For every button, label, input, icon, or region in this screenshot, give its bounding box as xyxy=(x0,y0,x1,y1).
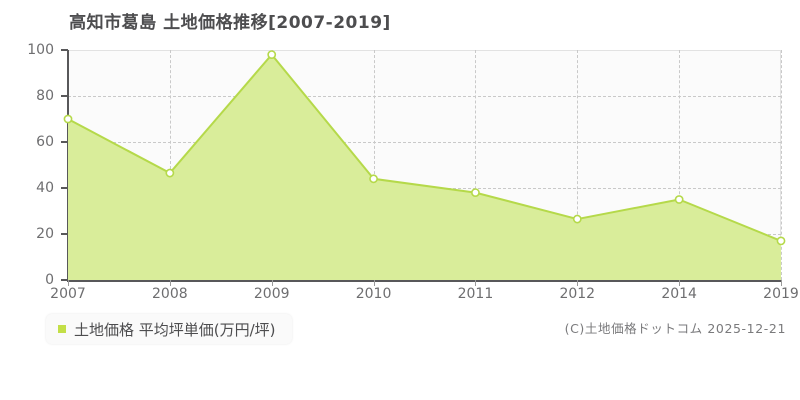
data-point-marker xyxy=(776,236,786,246)
gridline-horizontal xyxy=(68,96,781,97)
series-area-fill xyxy=(68,54,781,280)
y-axis-tick xyxy=(61,95,68,97)
gridline-vertical xyxy=(373,50,375,280)
x-axis-tick-label: 2008 xyxy=(152,286,188,302)
data-point-marker xyxy=(165,168,175,178)
y-axis-tick-label: 0 xyxy=(45,272,54,288)
x-axis-tick xyxy=(475,280,477,286)
x-axis-tick-label: 2009 xyxy=(253,286,290,302)
x-axis-tick xyxy=(577,280,579,286)
gridline-vertical xyxy=(169,50,171,280)
x-axis-tick-label: 2011 xyxy=(457,286,494,302)
x-axis-tick-label: 2019 xyxy=(763,286,799,302)
x-axis-tick xyxy=(68,280,69,286)
data-point-marker xyxy=(572,214,582,224)
y-axis-tick xyxy=(61,187,68,189)
series-area-plot xyxy=(63,50,786,280)
x-axis-tick-label: 2012 xyxy=(559,286,596,302)
data-point-marker xyxy=(267,50,277,59)
gridline-vertical xyxy=(577,50,579,280)
x-axis-tick xyxy=(679,280,681,286)
y-axis-tick xyxy=(61,49,68,51)
series-line xyxy=(67,53,782,242)
y-axis-tick xyxy=(61,141,68,143)
data-point-marker xyxy=(471,188,480,197)
data-point-marker xyxy=(369,174,378,184)
x-axis-tick xyxy=(169,280,171,286)
y-axis-tick-label: 60 xyxy=(36,134,54,150)
legend[interactable]: 土地価格 平均坪単価(万円/坪) xyxy=(46,314,292,344)
legend-label: 土地価格 平均坪単価(万円/坪) xyxy=(74,320,276,339)
series-markers xyxy=(63,50,786,246)
data-point-marker xyxy=(674,195,684,204)
legend-swatch-icon xyxy=(58,325,66,333)
x-axis-line xyxy=(67,280,782,282)
gridline-vertical xyxy=(475,50,477,280)
gridline-horizontal xyxy=(68,142,781,143)
footer-credit: (C)土地価格ドットコム 2025-12-21 xyxy=(564,321,786,336)
y-axis-tick xyxy=(61,233,68,235)
y-axis-tick-label: 40 xyxy=(36,180,54,196)
x-axis-tick-label: 2014 xyxy=(661,286,697,302)
gridline-vertical xyxy=(781,50,782,280)
y-axis-tick-label: 80 xyxy=(36,88,54,104)
x-axis-tick xyxy=(781,280,782,286)
y-axis-tick-label: 100 xyxy=(27,42,54,58)
data-point-marker xyxy=(63,114,73,124)
chart-title: 高知市葛島 土地価格推移[2007-2019] xyxy=(69,13,391,33)
x-axis-tick-label: 2007 xyxy=(50,286,86,302)
y-axis-tick xyxy=(61,279,68,281)
y-axis-tick-label: 20 xyxy=(36,226,54,242)
gridline-vertical xyxy=(679,50,681,280)
x-axis-tick xyxy=(373,280,375,286)
x-axis-tick-label: 2010 xyxy=(355,286,392,302)
x-axis-tick xyxy=(271,280,273,286)
